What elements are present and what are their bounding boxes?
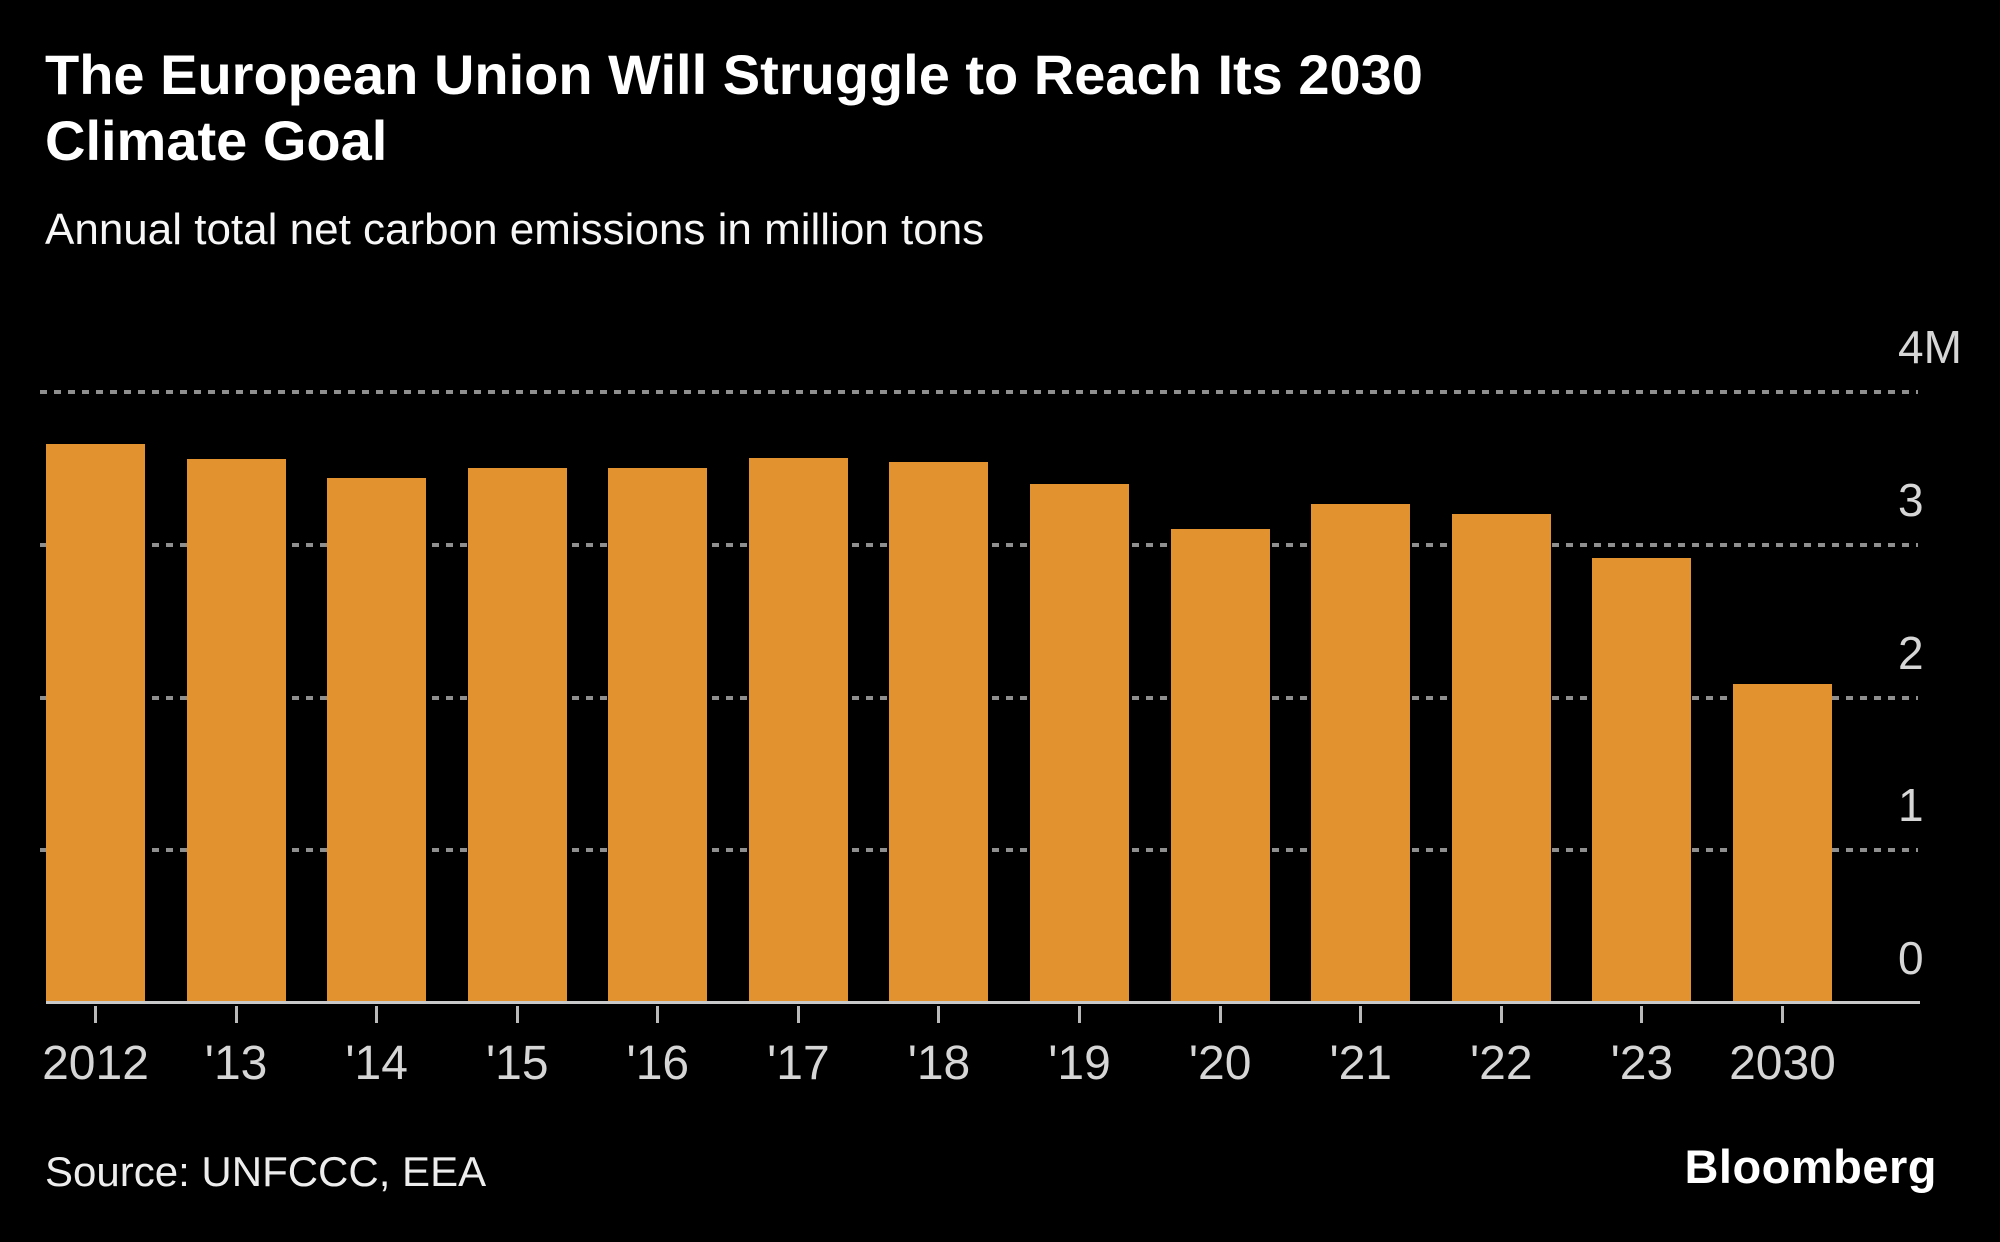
bar-2012 <box>46 443 145 1003</box>
x-axis-tick-14 <box>375 1006 379 1023</box>
bar-21 <box>1311 503 1411 1003</box>
bar-20 <box>1170 529 1270 1003</box>
y-axis-label-0: 0 <box>1898 932 1924 984</box>
x-axis-tick-18 <box>937 1006 941 1023</box>
x-axis-tick-17 <box>796 1006 800 1023</box>
x-axis-tick-19 <box>1078 1006 1082 1023</box>
bar-22 <box>1451 514 1551 1003</box>
bar-14 <box>327 477 427 1003</box>
bar-23 <box>1592 558 1692 1003</box>
x-axis-tick-20 <box>1218 1006 1222 1023</box>
x-axis-tick-2012 <box>94 1006 97 1023</box>
x-axis-line <box>46 1001 1920 1004</box>
gridline-4m <box>40 390 1918 394</box>
x-axis-label-22: '22 <box>1470 1037 1533 1090</box>
x-axis-label-23: '23 <box>1610 1037 1674 1090</box>
bloomberg-logo: Bloomberg <box>1684 1140 1937 1193</box>
x-axis-tick-16 <box>656 1006 660 1023</box>
x-axis-tick-15 <box>515 1006 519 1023</box>
x-axis-label-13: '13 <box>204 1037 268 1090</box>
source-note: Source: UNFCCC, EEA <box>45 1148 487 1195</box>
x-axis-tick-22 <box>1499 1006 1503 1023</box>
x-axis-tick-23 <box>1640 1006 1644 1023</box>
chart-title: The European Union Will Struggle to Reac… <box>45 43 1423 172</box>
y-axis-label-1: 1 <box>1898 779 1924 832</box>
x-axis-tick-13 <box>234 1006 238 1023</box>
y-axis-label-2: 2 <box>1898 626 1924 679</box>
x-axis-label-15: '15 <box>485 1037 549 1090</box>
x-axis-label-14: '14 <box>345 1037 408 1090</box>
bar-17 <box>748 457 848 1003</box>
x-axis-label-21: '21 <box>1329 1037 1392 1090</box>
y-axis-label-4: 4M <box>1898 321 1962 373</box>
bar-18 <box>889 462 989 1003</box>
bar-15 <box>467 468 567 1003</box>
bar-2030 <box>1732 683 1832 1003</box>
x-axis-label-20: '20 <box>1188 1037 1252 1090</box>
bar-13 <box>186 459 286 1003</box>
y-axis-label-3: 3 <box>1898 473 1924 526</box>
x-axis-label-16: '16 <box>626 1037 690 1090</box>
bar-16 <box>608 468 708 1003</box>
x-axis-label-2012: 2012 <box>42 1037 149 1090</box>
chart-subtitle: Annual total net carbon emissions in mil… <box>45 205 985 254</box>
x-axis-label-19: '19 <box>1048 1037 1111 1090</box>
bar-19 <box>1030 483 1130 1003</box>
x-axis-label-17: '17 <box>767 1037 830 1090</box>
x-axis-tick-2030 <box>1780 1006 1784 1023</box>
x-axis-label-18: '18 <box>907 1037 971 1090</box>
x-axis-label-2030: 2030 <box>1729 1037 1836 1090</box>
x-axis-tick-21 <box>1359 1006 1363 1023</box>
